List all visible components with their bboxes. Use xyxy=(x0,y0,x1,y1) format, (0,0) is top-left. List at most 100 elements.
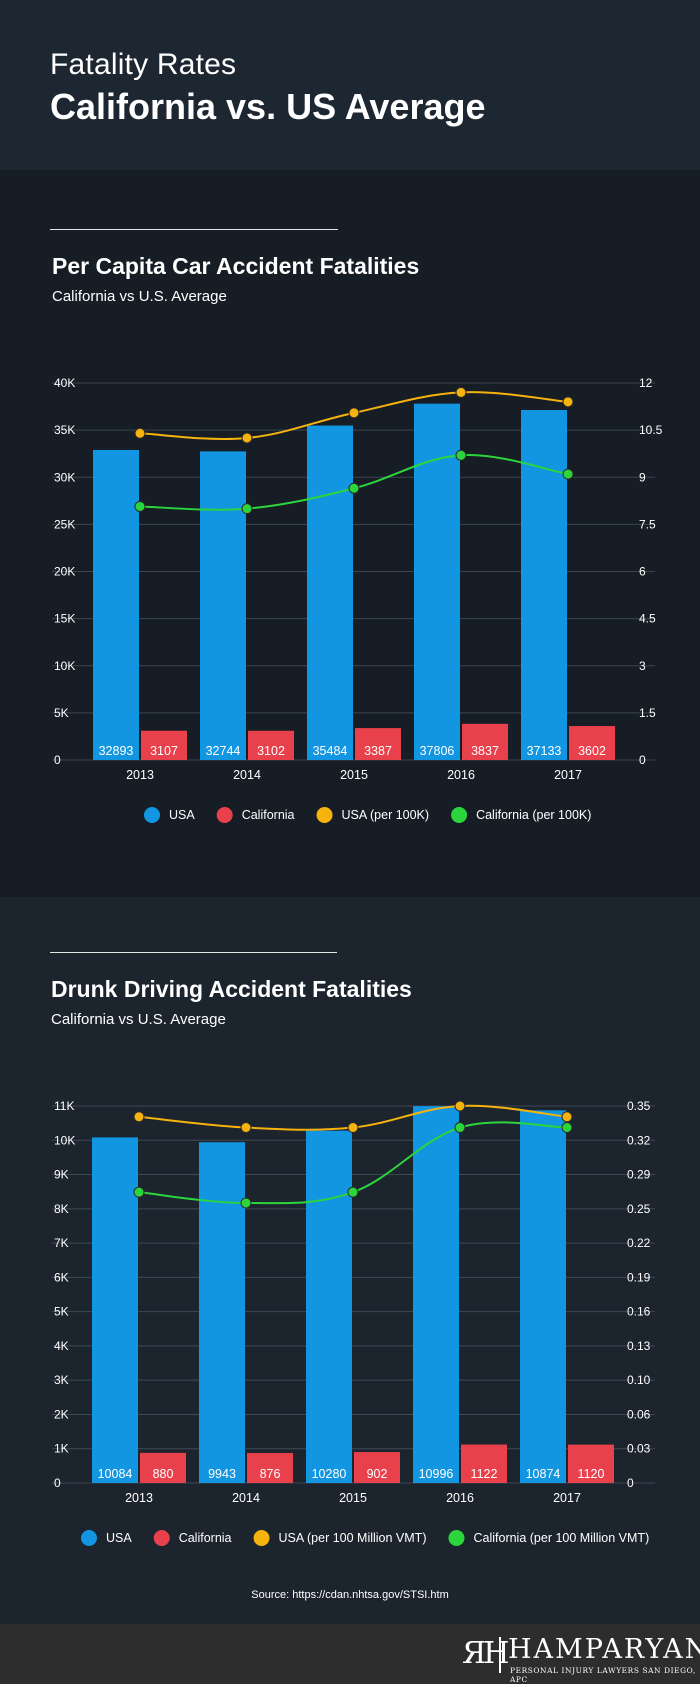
usa-bar-value-label: 10280 xyxy=(312,1467,347,1481)
y2-axis-tick-label: 12 xyxy=(639,376,653,390)
y2-axis-tick-label: 0.35 xyxy=(627,1099,651,1113)
x-axis-tick-label: 2014 xyxy=(232,1491,260,1505)
page-title-line1: Fatality Rates xyxy=(50,48,237,81)
usa-bar-value-label: 9943 xyxy=(208,1467,236,1481)
x-axis-tick-label: 2015 xyxy=(339,1491,367,1505)
section-divider xyxy=(50,952,337,953)
california-bar xyxy=(354,1452,400,1483)
y2-axis-tick-label: 9 xyxy=(639,470,646,484)
x-axis-tick-label: 2013 xyxy=(126,768,154,782)
legend-swatch xyxy=(448,1530,465,1546)
x-axis-tick-label: 2016 xyxy=(447,768,475,782)
logo-name: HAMPARYAN xyxy=(508,1634,700,1665)
legend-label: California (per 100K) xyxy=(476,808,591,822)
y-axis-tick-label: 40K xyxy=(54,376,75,390)
y-axis-tick-label: 8K xyxy=(54,1202,69,1216)
y2-axis-tick-label: 0.03 xyxy=(627,1442,651,1456)
y2-axis-tick-label: 1.5 xyxy=(639,706,656,720)
logo-divider xyxy=(499,1637,501,1673)
california-bar-value-label: 3102 xyxy=(257,744,285,758)
usa-rate-point xyxy=(134,427,146,439)
usa-bar xyxy=(307,425,353,760)
y-axis-tick-label: 2K xyxy=(54,1407,69,1421)
drunk-driving-chart: 0 0 1K 0.03 2K 0.06 3K 0.10 4K 0.13 5K 0.16 6K 0.19 7K… xyxy=(52,1099,655,1546)
legend-swatch xyxy=(153,1530,170,1546)
x-axis-tick-label: 2017 xyxy=(554,768,582,782)
legend-swatch xyxy=(253,1530,270,1546)
usa-bar xyxy=(520,1110,566,1483)
legend-swatch xyxy=(216,807,233,823)
y2-axis-tick-label: 6 xyxy=(639,565,646,579)
y2-axis-tick-label: 0.06 xyxy=(627,1407,651,1421)
page-title-line2: California vs. US Average xyxy=(50,86,486,127)
per-capita-chart-subtitle: California vs U.S. Average xyxy=(52,288,227,305)
y-axis-tick-label: 10K xyxy=(54,1133,75,1147)
california-bar-value-label: 902 xyxy=(367,1467,388,1481)
y2-axis-tick-label: 0.16 xyxy=(627,1305,651,1319)
california-rate-point xyxy=(348,482,360,494)
footer xyxy=(0,1624,700,1684)
y-axis-tick-label: 25K xyxy=(54,517,75,531)
usa-bar xyxy=(306,1130,352,1483)
california-bar-value-label: 876 xyxy=(260,1467,281,1481)
y-axis-tick-label: 7K xyxy=(54,1236,69,1250)
california-rate-point xyxy=(134,500,146,512)
y2-axis-tick-label: 0.29 xyxy=(627,1168,651,1182)
y-axis-tick-label: 30K xyxy=(54,470,75,484)
usa-rate-point xyxy=(240,1122,252,1134)
california-rate-point xyxy=(455,449,467,461)
usa-rate-point xyxy=(348,407,360,419)
usa-bar xyxy=(199,1142,245,1483)
section-divider xyxy=(50,229,338,230)
legend-label: USA (per 100K) xyxy=(342,808,430,822)
y-axis-tick-label: 6K xyxy=(54,1270,69,1284)
california-rate-point xyxy=(454,1122,466,1134)
y2-axis-tick-label: 0.25 xyxy=(627,1202,651,1216)
california-bar-value-label: 880 xyxy=(153,1467,174,1481)
y2-axis-tick-label: 7.5 xyxy=(639,517,656,531)
drunk-driving-chart-title: Drunk Driving Accident Fatalities xyxy=(51,976,412,1002)
y-axis-tick-label: 35K xyxy=(54,423,75,437)
usa-bar xyxy=(93,449,139,760)
california-bar xyxy=(355,728,401,760)
usa-bar xyxy=(200,451,246,760)
y-axis-tick-label: 3K xyxy=(54,1373,69,1387)
y2-axis-tick-label: 0 xyxy=(639,753,646,767)
legend-swatch xyxy=(144,807,160,823)
source-note: Source: https://cdan.nhtsa.gov/STSI.htm xyxy=(251,1589,449,1601)
per-capita-chart: 0 0 5K 1.5 10K 3 15K 4.5 20K 6 25K 7.5 30K 9 35K 10.5 40… xyxy=(52,376,663,823)
california-bar xyxy=(462,723,508,760)
california-rate-point xyxy=(561,1122,573,1134)
y-axis-tick-label: 9K xyxy=(54,1168,69,1182)
california-bar xyxy=(140,1452,186,1483)
y-axis-tick-label: 0 xyxy=(54,753,61,767)
usa-bar-value-label: 37133 xyxy=(527,744,562,758)
y-axis-tick-label: 20K xyxy=(54,565,75,579)
x-axis-tick-label: 2017 xyxy=(553,1491,581,1505)
logo-tagline: PERSONAL INJURY LAWYERS SAN DIEGO, APC xyxy=(510,1666,696,1684)
y-axis-tick-label: 15K xyxy=(54,612,75,626)
california-rate-point xyxy=(241,503,253,515)
y-axis-tick-label: 5K xyxy=(54,1305,69,1319)
y2-axis-tick-label: 3 xyxy=(639,659,646,673)
x-axis-tick-label: 2013 xyxy=(125,1491,153,1505)
california-bar-value-label: 3387 xyxy=(364,744,392,758)
usa-rate-point xyxy=(454,1100,466,1112)
legend-label: California (per 100 Million VMT) xyxy=(473,1531,649,1545)
california-bar xyxy=(141,730,187,760)
usa-rate-point xyxy=(455,386,467,398)
usa-bar-value-label: 10996 xyxy=(419,1467,454,1481)
y2-axis-tick-label: 4.5 xyxy=(639,612,656,626)
x-axis-tick-label: 2016 xyxy=(446,1491,474,1505)
usa-bar xyxy=(414,403,460,760)
california-rate-point xyxy=(240,1197,252,1209)
logo-mark: ЯH xyxy=(462,1636,509,1671)
legend-label: USA xyxy=(106,1531,132,1545)
usa-rate-point xyxy=(347,1122,359,1134)
california-bar xyxy=(247,1452,293,1483)
california-rate-point xyxy=(133,1186,145,1198)
legend-label: California xyxy=(179,1531,232,1545)
california-rate-point xyxy=(347,1186,359,1198)
california-bar-value-label: 1120 xyxy=(578,1467,605,1481)
usa-bar xyxy=(92,1137,138,1483)
